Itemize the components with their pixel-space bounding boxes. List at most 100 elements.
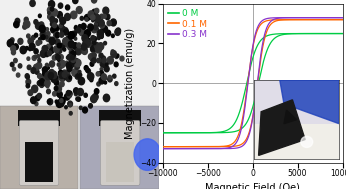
Circle shape (56, 88, 58, 91)
0.3 M (248, 130, 252, 132)
Circle shape (61, 27, 66, 33)
Circle shape (79, 28, 85, 36)
Circle shape (63, 48, 66, 51)
Circle shape (93, 37, 97, 41)
Circle shape (13, 44, 18, 50)
Circle shape (31, 68, 36, 73)
Circle shape (92, 52, 95, 56)
Circle shape (59, 61, 64, 67)
Circle shape (57, 43, 61, 48)
Circle shape (53, 91, 56, 96)
Circle shape (55, 33, 60, 38)
Circle shape (37, 81, 42, 86)
Circle shape (16, 73, 20, 77)
Circle shape (69, 50, 72, 54)
Circle shape (77, 73, 81, 78)
Circle shape (91, 36, 95, 41)
Circle shape (66, 91, 71, 95)
Circle shape (35, 102, 38, 106)
Circle shape (18, 64, 22, 68)
Legend: 0 M, 0.1 M, 0.3 M: 0 M, 0.1 M, 0.3 M (167, 8, 208, 40)
Circle shape (71, 31, 76, 38)
Circle shape (74, 92, 78, 96)
Circle shape (65, 13, 70, 20)
Circle shape (102, 26, 108, 32)
Circle shape (60, 75, 65, 81)
Circle shape (74, 60, 80, 67)
Circle shape (81, 45, 85, 50)
Circle shape (83, 48, 86, 52)
Circle shape (32, 56, 36, 60)
Circle shape (15, 18, 20, 24)
Circle shape (52, 9, 57, 16)
Circle shape (101, 56, 106, 61)
X-axis label: Magnetic Field (Oe): Magnetic Field (Oe) (205, 183, 300, 189)
Circle shape (52, 55, 56, 60)
Circle shape (56, 100, 63, 108)
Circle shape (64, 29, 69, 35)
Circle shape (68, 101, 72, 107)
Bar (25, 142, 53, 182)
Circle shape (48, 15, 51, 19)
Circle shape (48, 1, 55, 8)
Circle shape (70, 54, 76, 61)
Circle shape (71, 50, 74, 53)
Circle shape (71, 57, 76, 62)
Circle shape (75, 48, 81, 55)
0.1 M (243, 139, 247, 142)
Circle shape (111, 50, 114, 53)
Circle shape (42, 32, 48, 39)
Circle shape (60, 81, 64, 87)
Circle shape (55, 25, 58, 29)
Circle shape (60, 63, 64, 68)
Circle shape (65, 106, 67, 109)
Circle shape (84, 31, 89, 37)
Circle shape (40, 50, 47, 57)
Circle shape (53, 25, 58, 32)
Circle shape (77, 43, 81, 48)
Circle shape (81, 44, 87, 50)
Circle shape (64, 75, 68, 80)
Circle shape (51, 71, 57, 79)
Circle shape (65, 36, 71, 43)
FancyBboxPatch shape (0, 0, 159, 106)
Circle shape (31, 35, 35, 40)
FancyBboxPatch shape (19, 120, 59, 185)
Circle shape (46, 28, 48, 31)
Circle shape (90, 62, 94, 66)
Circle shape (49, 47, 54, 53)
Circle shape (88, 11, 94, 18)
0.1 M (170, 146, 174, 148)
Circle shape (69, 63, 73, 68)
Bar (99, 110, 141, 126)
Circle shape (89, 16, 92, 19)
Circle shape (58, 70, 63, 76)
Circle shape (59, 24, 62, 28)
Circle shape (105, 14, 110, 20)
Circle shape (92, 94, 98, 100)
Circle shape (14, 58, 17, 63)
Line: 0 M: 0 M (163, 34, 343, 133)
Circle shape (100, 22, 103, 26)
0 M (335, 33, 339, 35)
Circle shape (59, 101, 64, 107)
Circle shape (115, 55, 118, 59)
Circle shape (106, 63, 108, 66)
Circle shape (94, 43, 100, 49)
Circle shape (90, 53, 94, 59)
Circle shape (82, 42, 88, 48)
Circle shape (68, 41, 74, 48)
Circle shape (30, 97, 36, 104)
Circle shape (90, 55, 96, 61)
Circle shape (41, 35, 45, 40)
0.1 M (335, 19, 339, 21)
Circle shape (91, 15, 95, 20)
Circle shape (34, 55, 37, 58)
Circle shape (84, 93, 87, 97)
Circle shape (39, 22, 44, 28)
Circle shape (76, 59, 78, 62)
Circle shape (53, 77, 56, 81)
Circle shape (89, 54, 93, 60)
Circle shape (39, 41, 42, 44)
Circle shape (41, 35, 45, 40)
